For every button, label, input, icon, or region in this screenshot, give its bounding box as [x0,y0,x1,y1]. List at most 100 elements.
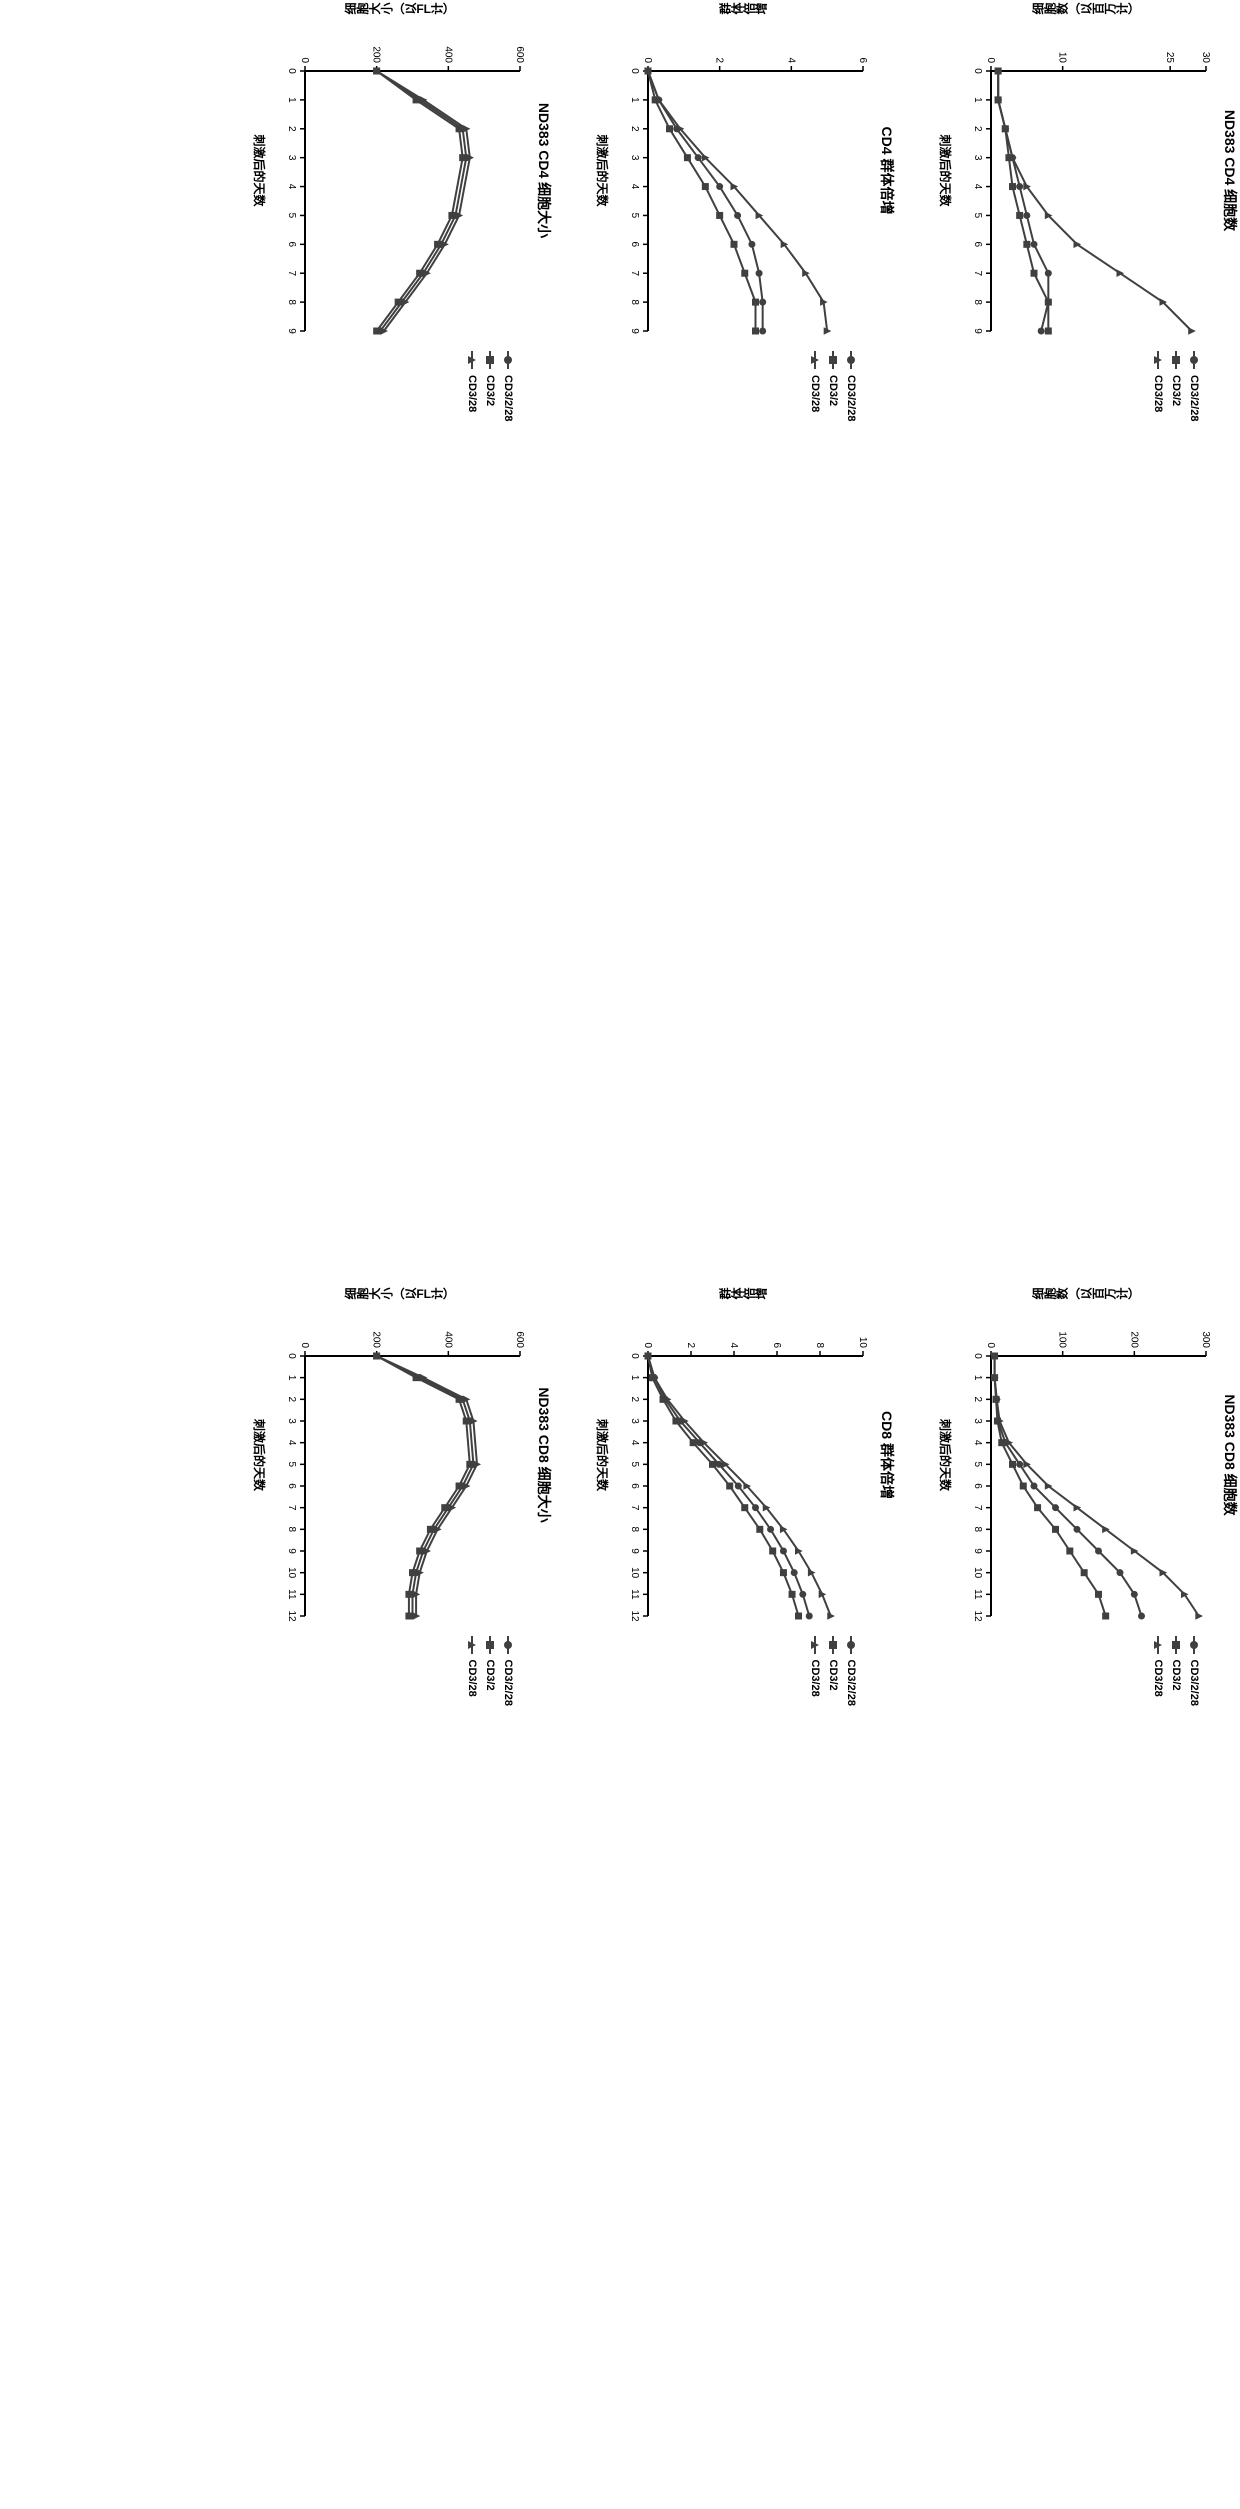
legend-label: CD3/28 [1152,375,1164,412]
legend-label: CD3/2 [1170,1660,1182,1691]
legend-item-CD3/2: CD3/2 [484,351,496,421]
svg-text:1: 1 [286,1374,297,1380]
panel-cd8_doubling: CD8 群体倍增群体倍增02468100123456789101112刺激后的天… [594,1285,897,2509]
legend-marker-icon [829,351,837,369]
chart-title: CD4 群体倍增 [877,127,897,215]
svg-text:4: 4 [286,1439,297,1445]
svg-text:0: 0 [299,57,310,63]
legend-marker-icon [1172,351,1180,369]
svg-text:4: 4 [286,184,297,190]
svg-text:2: 2 [629,126,640,132]
legend-marker-icon [847,351,855,369]
chart-plot: 02460123456789 [613,21,873,341]
legend-label: CD3/2 [827,1660,839,1691]
svg-text:6: 6 [972,242,983,248]
svg-text:4: 4 [972,184,983,190]
svg-text:9: 9 [286,328,297,334]
x-axis-label: 刺激后的天数 [937,134,954,206]
svg-text:6: 6 [629,1483,640,1489]
chart-title: ND383 CD4 细胞数 [1220,110,1240,231]
svg-text:12: 12 [286,1610,297,1622]
y-axis-label: 细胞大小（以FL计） [345,0,456,17]
svg-text:2: 2 [714,57,725,63]
svg-text:5: 5 [972,213,983,219]
svg-text:7: 7 [972,270,983,276]
legend-item-CD3/2/28: CD3/2/28 [845,1636,857,1706]
panel-cd8_count: ND383 CD8 细胞数细胞数（以百万计）010020030001234567… [937,1285,1240,2509]
legend-marker-icon [504,351,512,369]
svg-text:8: 8 [629,299,640,305]
svg-text:3: 3 [972,1418,983,1424]
svg-text:12: 12 [972,1610,983,1622]
svg-text:8: 8 [286,299,297,305]
legend-marker-icon [1172,1636,1180,1654]
x-axis-label: 刺激后的天数 [937,1419,954,1491]
legend-label: CD3/2 [484,1660,496,1691]
x-axis-label: 刺激后的天数 [251,1419,268,1491]
legend-item-CD3/2/28: CD3/2/28 [1188,1636,1200,1706]
legend-item-CD3/28: CD3/28 [809,1636,821,1706]
y-axis-label: 细胞数（以百万计） [1032,1285,1140,1302]
chart-plot: 02468100123456789101112 [613,1306,873,1626]
legend-label: CD3/28 [1152,1660,1164,1697]
svg-text:6: 6 [857,57,868,63]
legend-label: CD3/2/28 [502,1660,514,1706]
svg-text:6: 6 [771,1342,782,1348]
legend-label: CD3/2/28 [502,375,514,421]
legend-label: CD3/2/28 [845,375,857,421]
legend-marker-icon [811,1636,819,1654]
svg-text:1: 1 [286,97,297,103]
svg-text:12: 12 [629,1610,640,1622]
svg-text:6: 6 [629,242,640,248]
svg-text:5: 5 [629,213,640,219]
svg-text:7: 7 [972,1504,983,1510]
x-axis-label: 刺激后的天数 [251,134,268,206]
legend-item-CD3/2/28: CD3/2/28 [502,351,514,421]
chart-grid: ND383 CD4 细胞数细胞数（以百万计）01025300123456789刺… [251,0,1240,2509]
chart-plot: 01002003000123456789101112 [956,1306,1216,1626]
svg-text:11: 11 [286,1589,297,1600]
legend-item-CD3/28: CD3/28 [466,1636,478,1706]
svg-text:100: 100 [1057,1331,1068,1348]
svg-text:4: 4 [629,1439,640,1445]
chart-plot: 02004006000123456789101112 [270,1306,530,1626]
svg-text:0: 0 [985,57,996,63]
svg-text:9: 9 [286,1548,297,1554]
legend-item-CD3/28: CD3/28 [466,351,478,421]
legend-cd4_doubling: CD3/2/28CD3/2CD3/28 [809,351,857,421]
svg-text:400: 400 [442,1331,453,1348]
y-axis-label: 细胞大小（以FL计） [345,1285,456,1302]
svg-text:8: 8 [629,1526,640,1532]
svg-text:1: 1 [972,97,983,103]
svg-text:25: 25 [1164,52,1175,64]
svg-text:3: 3 [629,1418,640,1424]
svg-text:7: 7 [286,1504,297,1510]
svg-text:2: 2 [972,126,983,132]
legend-label: CD3/28 [809,1660,821,1697]
legend-marker-icon [1154,1636,1162,1654]
svg-text:6: 6 [286,242,297,248]
legend-item-CD3/2/28: CD3/2/28 [845,351,857,421]
svg-text:8: 8 [286,1526,297,1532]
legend-label: CD3/2 [484,375,496,406]
svg-text:3: 3 [286,1418,297,1424]
legend-cd8_count: CD3/2/28 CD3/2 CD3/28 [1152,1636,1200,1706]
svg-text:10: 10 [972,1567,983,1579]
legend-label: CD3/2/28 [1188,1660,1200,1706]
legend-item-CD3/2: CD3/2 [484,1636,496,1706]
legend-label: CD3/28 [466,1660,478,1697]
svg-text:0: 0 [629,68,640,74]
legend-marker-icon [1190,1636,1198,1654]
svg-text:4: 4 [728,1342,739,1348]
svg-text:7: 7 [286,270,297,276]
svg-text:5: 5 [629,1461,640,1467]
svg-text:9: 9 [972,328,983,334]
legend-item-CD3/28: CD3/28 [1152,1636,1164,1706]
x-axis-label: 刺激后的天数 [594,1419,611,1491]
svg-text:10: 10 [286,1567,297,1579]
svg-text:3: 3 [629,155,640,161]
svg-text:0: 0 [972,1353,983,1359]
svg-text:3: 3 [286,155,297,161]
svg-text:8: 8 [972,1526,983,1532]
chart-title: ND383 CD8 细胞数 [1220,1394,1240,1515]
